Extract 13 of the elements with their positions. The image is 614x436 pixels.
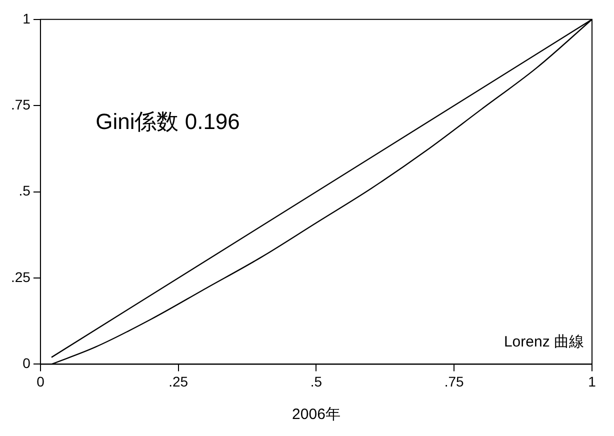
y-tick-label: 0 (22, 355, 31, 372)
y-tick-label: 1 (22, 10, 31, 26)
x-tick-label: 1 (588, 373, 596, 390)
text: Lorenz 曲線 (504, 333, 584, 350)
y-tick-label: .25 (10, 268, 31, 285)
x-tick-label: .75 (444, 373, 464, 390)
x-tick-label: .5 (310, 373, 322, 390)
y-tick-label: .5 (18, 182, 31, 199)
x-tick-label: .25 (168, 373, 188, 390)
y-tick-label: .75 (10, 96, 31, 112)
x-tick-label: 0 (36, 373, 45, 390)
x-axis-title: 2006年 (292, 406, 340, 424)
annotation: Gini係数 0.196 (96, 108, 240, 134)
